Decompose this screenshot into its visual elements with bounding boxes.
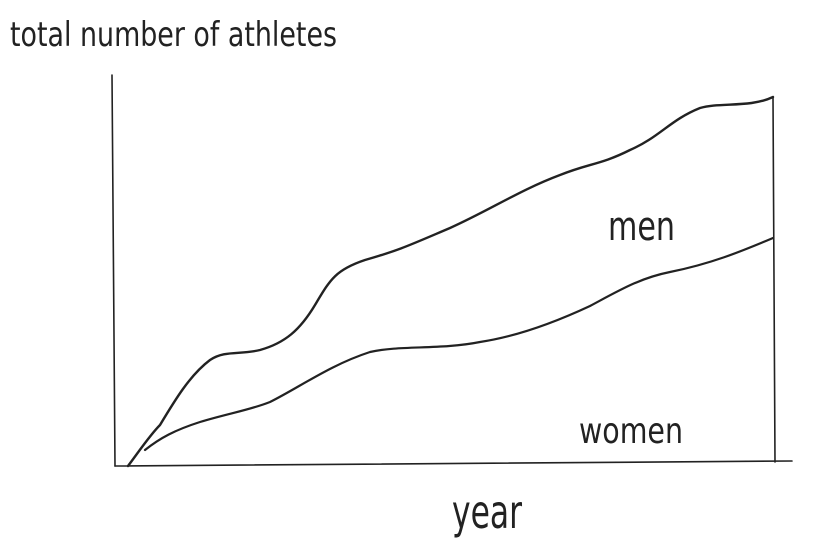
men-label: men bbox=[608, 204, 675, 250]
chart-title: total number of athletes bbox=[10, 15, 337, 55]
x-axis bbox=[114, 460, 793, 467]
men-line bbox=[126, 95, 775, 468]
women-line bbox=[143, 236, 775, 452]
women-label: women bbox=[579, 411, 683, 452]
x-axis-label: year bbox=[452, 485, 522, 539]
right-edge bbox=[772, 96, 776, 463]
y-axis bbox=[111, 74, 116, 467]
